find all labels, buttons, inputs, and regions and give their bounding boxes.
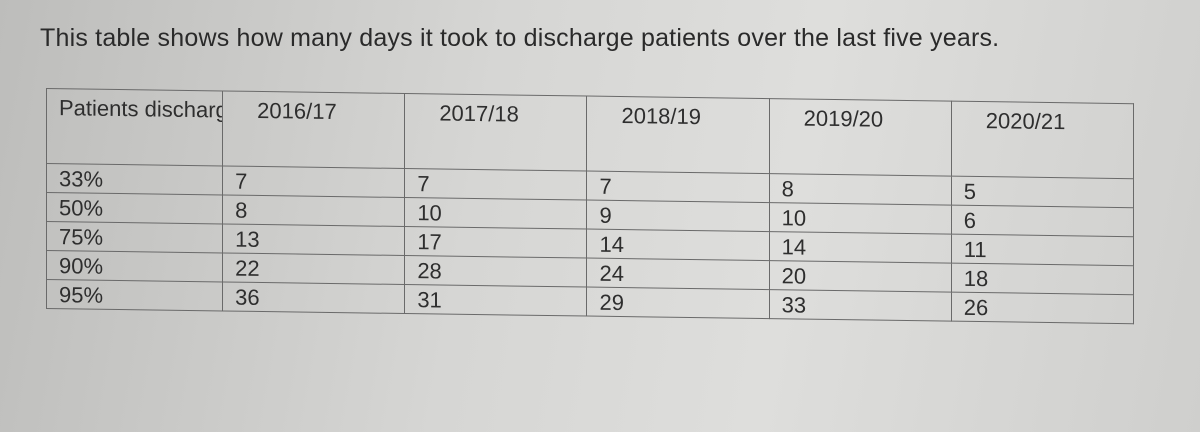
table-cell: 24 [586,258,770,290]
row-label: 75% [46,221,223,253]
table-cell: 7 [404,168,587,201]
header-patients-discharged: Patients discharged [46,88,223,166]
discharge-days-table: Patients discharged 2016/17 2017/18 2018… [46,88,1134,324]
table-cell: 6 [951,205,1134,237]
intro-text: This table shows how many days it took t… [40,24,1000,52]
table-cell: 29 [586,287,770,319]
table-cell: 11 [951,234,1134,266]
table-cell: 7 [222,165,405,198]
table-cell: 7 [586,171,770,203]
table-cell: 13 [222,223,405,256]
table-cell: 22 [222,252,405,285]
header-year-2018-19: 2018/19 [586,96,770,174]
table-cell: 18 [951,263,1134,295]
table-cell: 17 [404,226,587,259]
table-cell: 9 [586,200,770,232]
header-year-2017-18: 2017/18 [404,93,587,172]
table-cell: 36 [222,281,405,314]
header-year-2019-20: 2019/20 [769,98,952,177]
row-label: 50% [46,192,223,224]
table-cell: 5 [951,176,1134,208]
row-label: 95% [46,279,223,311]
table-cell: 14 [769,231,952,264]
table-cell: 33 [769,289,952,322]
header-year-2016-17: 2016/17 [222,90,405,169]
table-cell: 28 [404,255,587,288]
table-cell: 10 [404,197,587,230]
table-cell: 20 [769,260,952,293]
row-label: 33% [46,163,223,195]
table-cell: 10 [769,202,952,235]
header-year-2020-21: 2020/21 [951,101,1134,179]
table-cell: 31 [404,284,587,317]
discharge-table-container: Patients discharged 2016/17 2017/18 2018… [46,88,1134,324]
table-cell: 14 [586,229,770,261]
table-cell: 26 [951,292,1134,324]
table-cell: 8 [222,194,405,227]
row-label: 90% [46,250,223,282]
table-cell: 8 [769,173,952,206]
